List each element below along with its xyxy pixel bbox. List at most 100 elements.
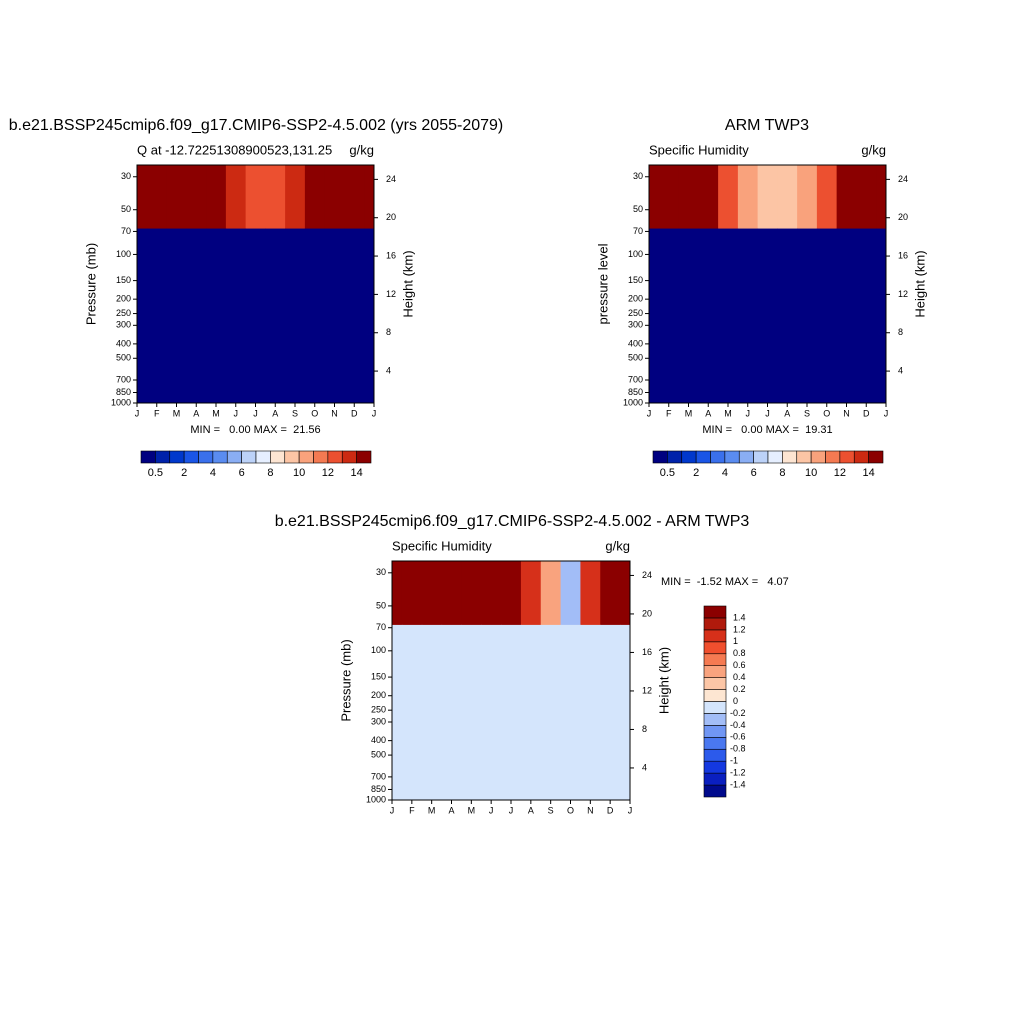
colorbar-box [703, 784, 727, 798]
x-tick-label: D [863, 408, 870, 418]
field-cell [540, 624, 562, 801]
x-tick-label: O [567, 805, 574, 815]
field-cell [797, 228, 818, 404]
subtitle-right: g/kg [605, 538, 630, 553]
colorbar-label: 1.4 [733, 612, 746, 622]
y2-tick-label: 4 [642, 762, 647, 772]
x-tick-label: J [372, 408, 377, 418]
y-tick-label: 250 [628, 308, 643, 318]
colorbar-box [212, 450, 228, 464]
y-tick-label: 150 [371, 671, 386, 681]
field-cell [816, 228, 838, 404]
colorbar-label: 12 [834, 467, 846, 479]
field-cell [206, 228, 227, 404]
y-axis-label: Pressure (mb) [338, 639, 353, 721]
field-cell [461, 624, 482, 801]
field-cell [658, 228, 680, 404]
colorbar-box [270, 450, 286, 464]
field-cell [678, 228, 699, 404]
y2-tick-label: 4 [898, 365, 903, 375]
colorbar-label: 0.4 [733, 672, 746, 682]
x-tick-label: J [628, 805, 633, 815]
y-tick-label: 700 [628, 374, 643, 384]
colorbar-box [724, 450, 740, 464]
stats: MIN = -1.52 MAX = 4.07 [661, 576, 789, 588]
y-tick-label: 500 [116, 353, 131, 363]
x-tick-label: D [351, 408, 358, 418]
y2-tick-label: 24 [898, 174, 908, 184]
field-cell [441, 624, 462, 801]
colorbar-box [767, 450, 783, 464]
colorbar-box [810, 450, 826, 464]
y2-tick-label: 8 [386, 327, 391, 337]
x-tick-label: M [724, 408, 732, 418]
colorbar-box [652, 450, 668, 464]
y2-tick-label: 12 [642, 685, 652, 695]
y2-tick-label: 20 [386, 212, 396, 222]
y2-tick-label: 16 [898, 250, 908, 260]
panel-title: b.e21.BSSP245cmip6.f09_g17.CMIP6-SSP2-4.… [275, 513, 750, 530]
colorbar-box [782, 450, 798, 464]
x-tick-label: N [587, 805, 594, 815]
subtitle-right: g/kg [861, 142, 886, 157]
colorbar-label: 2 [181, 467, 187, 479]
y2-axis-label: Height (km) [400, 250, 415, 317]
colorbar-box [703, 641, 727, 655]
field-cell [501, 624, 522, 801]
colorbar-box [825, 450, 841, 464]
y-tick-label: 70 [376, 622, 386, 632]
colorbar-box [341, 450, 357, 464]
field-cell [560, 624, 581, 801]
y2-tick-label: 20 [642, 608, 652, 618]
y-tick-label: 400 [628, 338, 643, 348]
colorbar-label: -1.4 [730, 779, 746, 789]
colorbar-box [703, 772, 727, 786]
x-tick-label: N [331, 408, 338, 418]
colorbar-box [703, 629, 727, 643]
y-tick-label: 400 [371, 735, 386, 745]
field-cell [777, 228, 798, 404]
colorbar-box [140, 450, 156, 464]
colorbar-box [298, 450, 314, 464]
y-tick-label: 200 [371, 690, 386, 700]
y-tick-label: 500 [371, 749, 386, 759]
field-cell [324, 228, 345, 404]
x-tick-label: J [135, 408, 140, 418]
y2-tick-label: 16 [642, 647, 652, 657]
y-tick-label: 30 [121, 171, 131, 181]
colorbar-box [695, 450, 711, 464]
x-tick-label: J [509, 805, 514, 815]
field-cell [620, 624, 631, 801]
x-tick-label: J [884, 408, 889, 418]
x-tick-label: A [272, 408, 278, 418]
x-tick-label: M [173, 408, 181, 418]
x-tick-label: M [428, 805, 436, 815]
panel-title: ARM TWP3 [725, 117, 809, 134]
colorbar-box [796, 450, 812, 464]
colorbar-box [853, 450, 869, 464]
y-tick-label: 400 [116, 338, 131, 348]
colorbar-box [703, 677, 727, 690]
x-tick-label: F [409, 805, 415, 815]
colorbar-box [703, 737, 727, 750]
x-tick-label: S [548, 805, 554, 815]
colorbar-box [681, 450, 697, 464]
colorbar-box [753, 450, 769, 464]
y-tick-label: 100 [628, 249, 643, 259]
x-tick-label: S [804, 408, 810, 418]
y-tick-label: 70 [633, 226, 643, 236]
field-cell [137, 228, 148, 404]
x-tick-label: J [647, 408, 652, 418]
y-tick-label: 30 [633, 171, 643, 181]
x-tick-label: A [528, 805, 534, 815]
y-tick-label: 50 [376, 600, 386, 610]
colorbar-box [226, 450, 242, 464]
field-cell [580, 624, 601, 801]
field-cell [186, 228, 207, 404]
y-tick-label: 250 [116, 308, 131, 318]
x-tick-label: J [390, 805, 395, 815]
y-tick-label: 200 [628, 294, 643, 304]
x-tick-label: J [765, 408, 770, 418]
x-tick-label: F [154, 408, 160, 418]
x-tick-label: M [685, 408, 693, 418]
